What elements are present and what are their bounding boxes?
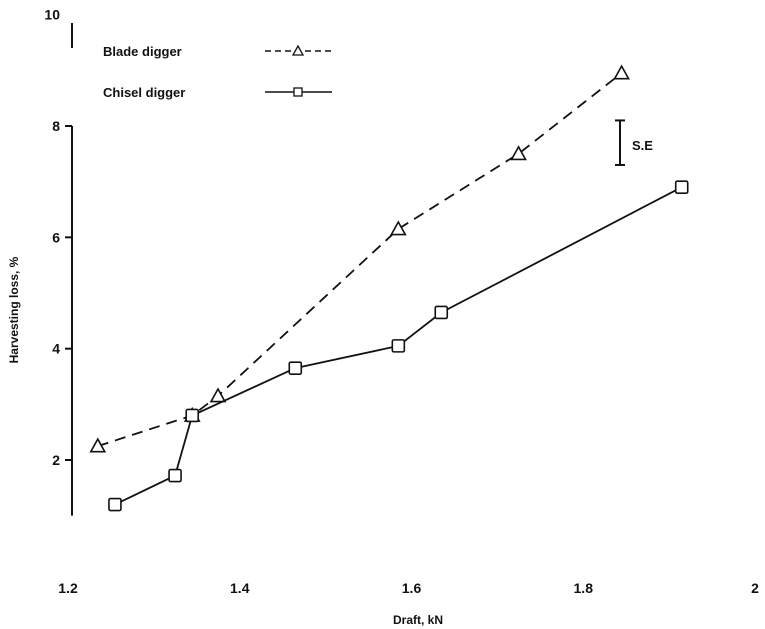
legend-label: Blade digger <box>103 44 182 59</box>
y-axis-title: Harvesting loss, % <box>7 256 21 363</box>
data-point-square <box>168 468 182 483</box>
y-tick-label: 4 <box>52 341 60 357</box>
x-tick-label: 2 <box>751 580 759 596</box>
axes: 2 4 6 8 10 1.2 1.4 1.6 1.8 2 Draft, kN Harvesting l… <box>7 7 759 627</box>
x-tick-label: 1.8 <box>574 580 594 596</box>
data-point-triangle <box>613 64 630 80</box>
se-layer: S.E <box>615 119 653 166</box>
data-point-triangle <box>510 145 527 161</box>
legend-label: Chisel digger <box>103 85 185 100</box>
series-blade-digger <box>89 64 630 453</box>
y-tick-label: 10 <box>44 7 60 23</box>
x-tick-label: 1.4 <box>230 580 250 596</box>
data-point-triangle <box>389 220 407 236</box>
x-tick-label: 1.2 <box>58 580 78 596</box>
series-chisel-digger <box>108 180 689 512</box>
legend-marker-square <box>293 87 303 97</box>
y-tick-label: 2 <box>52 452 60 468</box>
legend: Blade digger Chisel digger <box>103 44 332 100</box>
data-point-triangle <box>209 387 227 403</box>
data-point-square <box>434 305 449 320</box>
se-label: S.E <box>632 138 653 153</box>
data-point-square <box>391 339 406 353</box>
data-point-triangle <box>89 437 107 453</box>
data-point-square <box>185 408 200 423</box>
legend-marker-triangle <box>291 44 305 56</box>
data-point-square <box>108 497 122 512</box>
data-point-square <box>288 361 303 375</box>
x-axis-title: Draft, kN <box>393 613 443 627</box>
series-line <box>97 72 623 447</box>
series-layer <box>89 64 689 512</box>
y-tick-label: 6 <box>52 229 60 245</box>
data-point-square <box>674 180 689 195</box>
x-tick-label: 1.6 <box>402 580 422 596</box>
y-tick-label: 8 <box>52 118 60 134</box>
